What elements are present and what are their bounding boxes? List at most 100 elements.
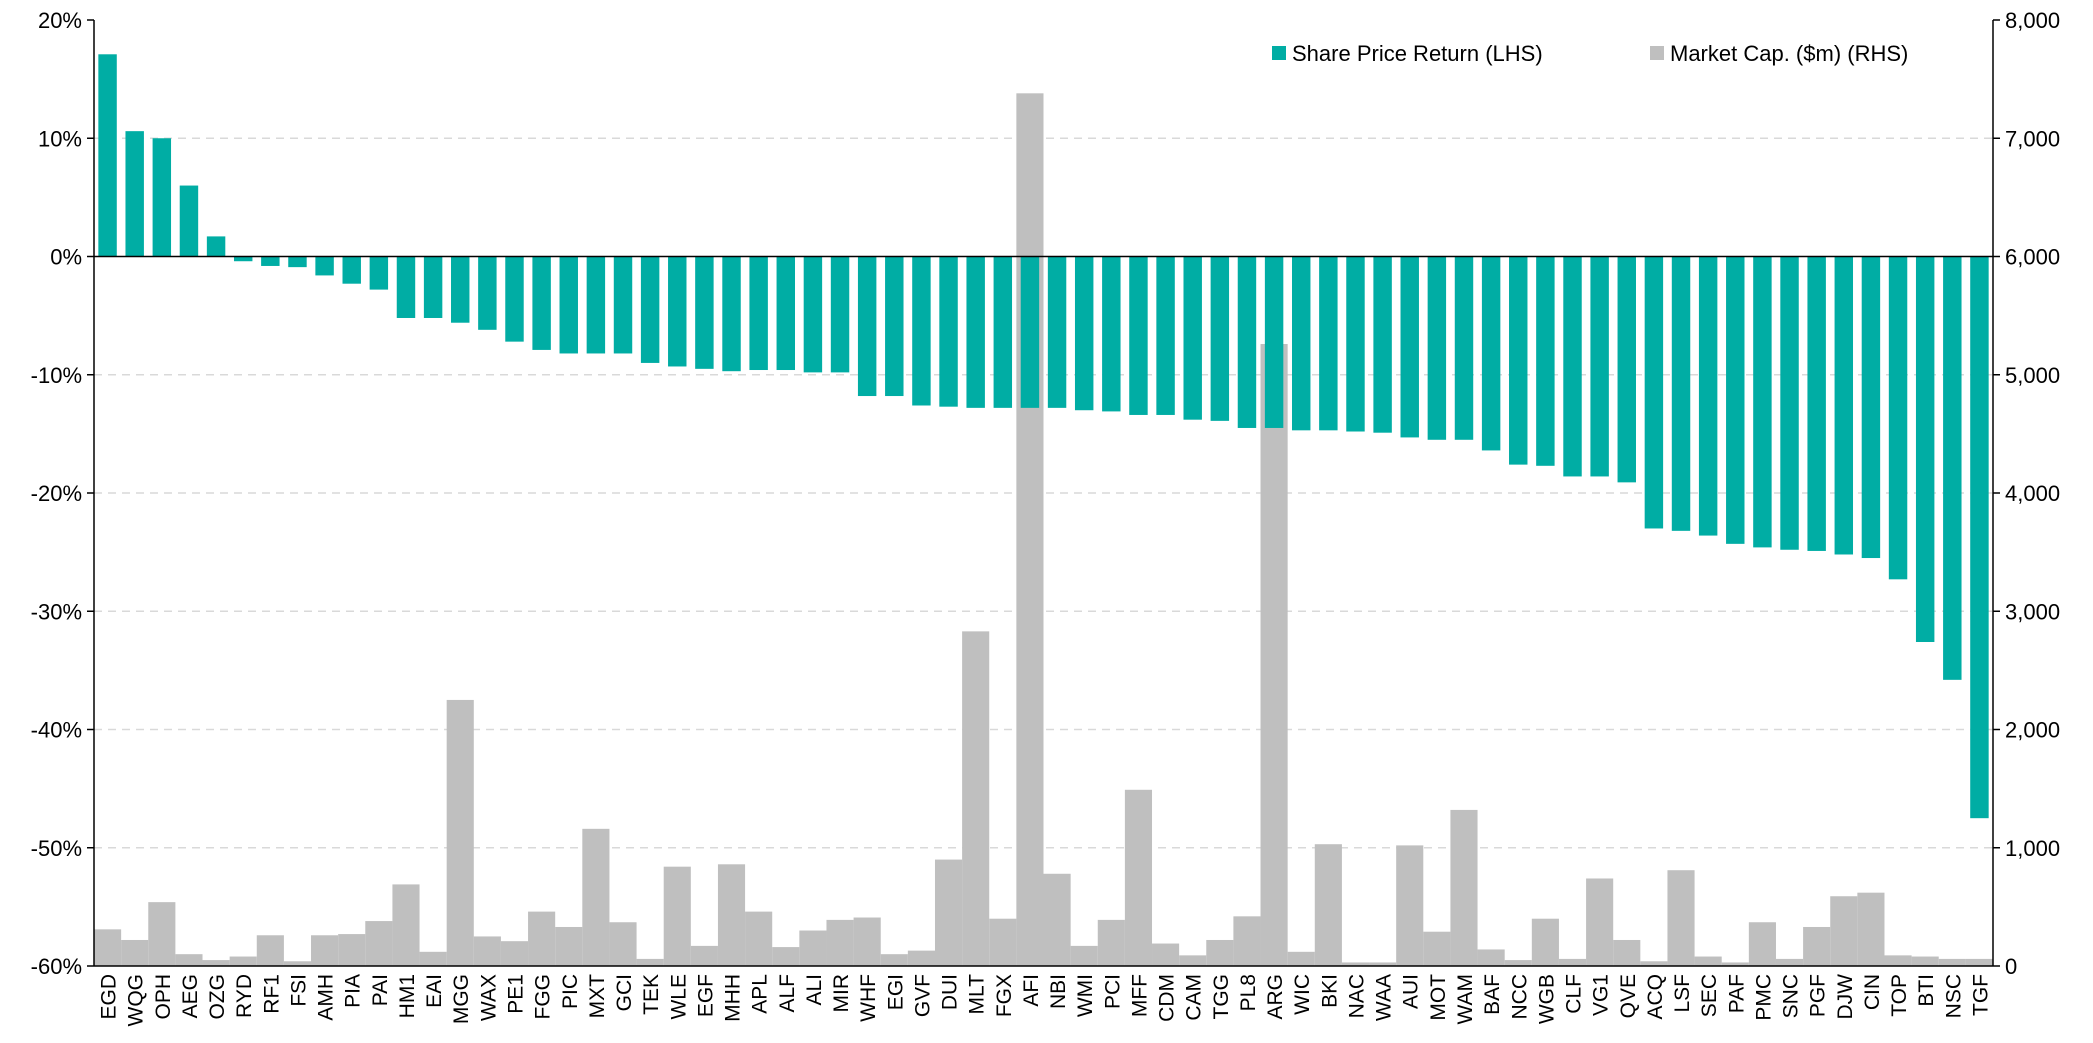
category-label-oph: OPH [152,974,175,1020]
category-label-fgx: FGX [993,974,1016,1017]
market-cap-bar-mot [1423,931,1451,966]
market-cap-bar-eai [419,951,447,966]
market-cap-bar-pl8 [1233,916,1261,966]
category-label-mlt: MLT [966,974,989,1015]
left-tick-label: 0% [50,245,82,270]
return-bar-wle [668,256,687,367]
share-price-return-bars [98,54,1989,819]
market-cap-bar-gvf [907,950,935,966]
category-label-cam: CAM [1183,974,1206,1021]
market-cap-bar-top [1884,955,1912,966]
category-label-mff: MFF [1128,974,1151,1017]
return-bar-aui [1400,256,1419,438]
market-cap-bar-egi [880,954,908,966]
market-cap-bar-acq [1640,961,1668,966]
category-label-afi: AFI [1020,974,1043,1007]
market-cap-bar-bti [1911,956,1939,966]
category-label-fgg: FGG [532,974,555,1020]
return-bar-nac [1346,256,1365,432]
category-label-tgf: TGF [1969,974,1992,1016]
return-bar-waa [1373,256,1392,433]
legend: Share Price Return (LHS) Market Cap. ($m… [1272,41,1908,66]
market-cap-bar-gci [609,922,637,966]
market-cap-bar-mff [1124,789,1153,966]
return-bar-nsc [1943,256,1962,680]
market-cap-bar-snc [1775,958,1804,966]
market-cap-bar-ali [799,930,827,966]
category-label-amh: AMH [315,974,338,1021]
category-label-gci: GCI [613,974,636,1011]
market-cap-bar-oph [148,902,176,966]
return-bar-cam [1183,256,1202,420]
market-cap-bar-wqg [121,939,149,966]
market-cap-bar-alf [772,947,800,966]
return-bar-ali [803,256,823,373]
left-tick-label: 20% [38,8,82,33]
return-bar-acq [1644,256,1664,529]
category-label-wgb: WGB [1535,974,1558,1024]
market-cap-bar-baf [1477,949,1505,966]
category-label-pai: PAI [369,974,392,1006]
category-label-fsi: FSI [287,974,310,1007]
left-axis-tick-labels: 20% 10% 0% -10% -20% -30% -40% -50% -60% [31,8,82,979]
market-cap-bar-mir [826,919,854,966]
return-bar-ryd [233,256,253,262]
return-bar-djw [1834,256,1854,555]
market-cap-bar-mgg [446,699,474,966]
return-bar-tek [640,256,660,363]
return-bar-pmc [1753,256,1772,548]
market-cap-bar-afi [1016,93,1044,966]
category-label-vg1: VG1 [1590,974,1613,1016]
right-tick-label: 6,000 [2005,245,2060,270]
category-label-bti: BTI [1915,974,1938,1007]
return-bar-mgg [451,256,470,323]
return-bar-pl8 [1237,256,1257,428]
return-bar-apl [749,256,768,371]
category-label-clf: CLF [1563,974,1586,1014]
return-bar-sec [1698,256,1718,536]
market-cap-bar-ncc [1504,960,1532,966]
return-bar-mir [830,256,850,373]
market-cap-bar-wgb [1531,918,1559,966]
category-label-tek: TEK [640,974,663,1015]
market-cap-bar-pgf [1803,926,1831,966]
market-cap-bar-apl [745,911,773,966]
category-label-ncc: NCC [1508,974,1531,1020]
category-label-arg: ARG [1264,974,1287,1020]
return-bar-vg1 [1590,256,1609,477]
category-label-egf: EGF [694,974,717,1017]
category-label-nac: NAC [1345,974,1368,1018]
left-tick-label: -50% [31,836,82,861]
market-cap-bar-lsf [1667,870,1695,966]
right-tick-label: 1,000 [2005,836,2060,861]
market-cap-bar-clf [1558,958,1587,966]
category-label-mxt: MXT [586,974,609,1019]
market-cap-bar-cam [1179,955,1207,966]
category-label-nbi: NBI [1047,974,1070,1009]
market-cap-bar-cdm [1152,943,1180,966]
return-bar-fsi [288,256,307,268]
market-cap-bar-wax [473,936,501,966]
category-label-mir: MIR [830,974,853,1013]
market-cap-bar-fgx [989,918,1017,966]
market-cap-bar-paf [1721,962,1749,966]
market-cap-bar-mxt [582,828,610,966]
category-label-lsf: LSF [1671,974,1694,1013]
category-label-eai: EAI [423,974,446,1008]
market-cap-bar-egf [690,945,718,966]
return-bar-afi [1020,256,1040,408]
category-label-apl: APL [749,974,772,1014]
category-label-egd: EGD [98,974,121,1020]
market-cap-bar-pia [338,934,366,966]
category-label-cin: CIN [1861,974,1884,1010]
market-cap-bar-fgg [528,911,556,966]
return-bar-tgg [1210,256,1230,421]
category-label-pl8: PL8 [1237,974,1260,1011]
market-cap-bar-sec [1694,956,1722,966]
left-tick-label: -40% [31,718,82,743]
return-bar-tgf [1970,256,1989,819]
return-bar-pci [1102,256,1121,412]
category-label-ali: ALI [803,974,826,1006]
market-cap-bar-qve [1613,939,1641,966]
return-bar-rf1 [261,256,280,266]
